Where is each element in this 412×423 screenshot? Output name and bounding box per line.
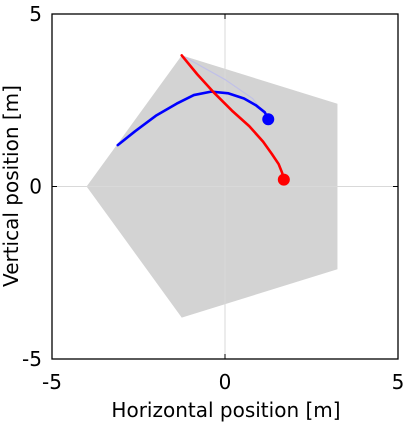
series-line-1 bbox=[116, 90, 270, 147]
y-tick-label: 0 bbox=[29, 175, 42, 199]
x-tick-label: 0 bbox=[219, 370, 232, 394]
y-axis-label: Vertical position [m] bbox=[0, 85, 23, 287]
series-end-marker-2 bbox=[277, 173, 290, 186]
x-axis-label: Horizontal position [m] bbox=[111, 398, 340, 422]
plot-area bbox=[51, 13, 399, 360]
series-line-2 bbox=[180, 54, 286, 181]
series-end-marker-1 bbox=[262, 113, 275, 126]
x-tick-label: -5 bbox=[42, 370, 62, 394]
y-tick-label: 5 bbox=[29, 2, 42, 26]
x-tick-label: 5 bbox=[392, 370, 405, 394]
y-tick-label: -5 bbox=[22, 347, 42, 371]
ticks-layer: -5 0 5 -5 0 5 bbox=[22, 2, 404, 394]
